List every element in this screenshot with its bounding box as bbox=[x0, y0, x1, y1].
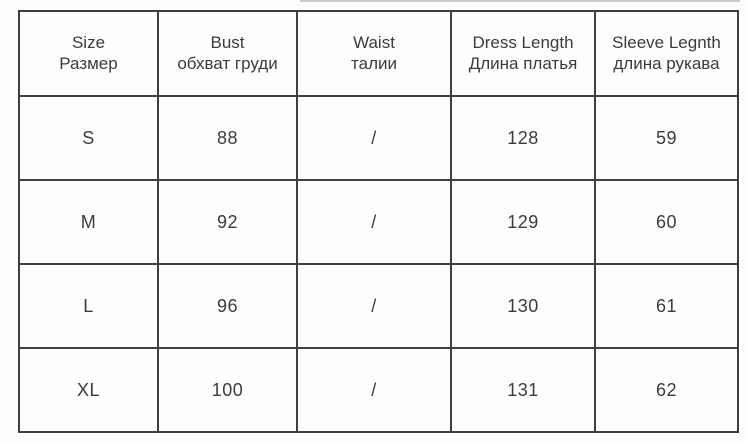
header-row: Size Размер Bust обхват груди Waist тали… bbox=[18, 10, 739, 97]
cell-dress-length: 128 bbox=[450, 95, 596, 181]
cell-dress-length: 131 bbox=[450, 347, 596, 433]
cell-sleeve-length: 61 bbox=[594, 263, 739, 349]
cell-waist: / bbox=[296, 347, 452, 433]
cell-sleeve-length: 59 bbox=[594, 95, 739, 181]
cell-dress-length: 129 bbox=[450, 179, 596, 265]
cell-size: L bbox=[18, 263, 159, 349]
header-cell-size: Size Размер bbox=[18, 10, 159, 97]
cell-sleeve-length: 62 bbox=[594, 347, 739, 433]
header-dress-length-ru: Длина платья bbox=[468, 53, 578, 73]
table-row-l: L 96 / 130 61 bbox=[18, 263, 739, 349]
cell-waist: / bbox=[296, 263, 452, 349]
cell-dress-length: 130 bbox=[450, 263, 596, 349]
header-cell-dress-length: Dress Length Длина платья bbox=[450, 10, 596, 97]
cell-bust: 96 bbox=[157, 263, 298, 349]
header-waist-ru: талии bbox=[351, 53, 397, 73]
table-row-m: M 92 / 129 60 bbox=[18, 179, 739, 265]
cell-sleeve-length: 60 bbox=[594, 179, 739, 265]
table-row-s: S 88 / 128 59 bbox=[18, 95, 739, 181]
header-size-en: Size bbox=[71, 33, 106, 53]
header-cell-bust: Bust обхват груди bbox=[157, 10, 298, 97]
crop-artifact-line bbox=[300, 0, 740, 2]
table-row-xl: XL 100 / 131 62 bbox=[18, 347, 739, 433]
cell-size: M bbox=[18, 179, 159, 265]
header-cell-sleeve-length: Sleeve Legnth длина рукава bbox=[594, 10, 739, 97]
cell-bust: 88 bbox=[157, 95, 298, 181]
header-waist-en: Waist bbox=[353, 33, 395, 53]
cell-size: S bbox=[18, 95, 159, 181]
header-cell-waist: Waist талии bbox=[296, 10, 452, 97]
size-chart-table: Size Размер Bust обхват груди Waist тали… bbox=[18, 10, 739, 433]
cell-bust: 100 bbox=[157, 347, 298, 433]
cell-waist: / bbox=[296, 179, 452, 265]
header-dress-length-en: Dress Length bbox=[472, 33, 574, 53]
header-sleeve-length-ru: длина рукава bbox=[613, 53, 720, 73]
header-bust-ru: обхват груди bbox=[177, 53, 278, 73]
cell-waist: / bbox=[296, 95, 452, 181]
cell-size: XL bbox=[18, 347, 159, 433]
header-size-ru: Размер bbox=[59, 53, 118, 73]
header-bust-en: Bust bbox=[210, 33, 245, 53]
header-sleeve-length-en: Sleeve Legnth bbox=[612, 33, 721, 53]
cell-bust: 92 bbox=[157, 179, 298, 265]
